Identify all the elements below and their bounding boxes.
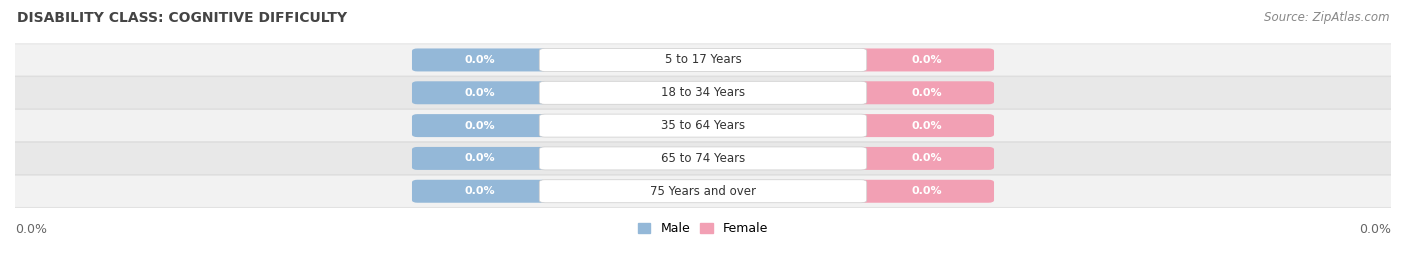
FancyBboxPatch shape xyxy=(540,147,866,170)
Text: 0.0%: 0.0% xyxy=(911,88,942,98)
Text: DISABILITY CLASS: COGNITIVE DIFFICULTY: DISABILITY CLASS: COGNITIVE DIFFICULTY xyxy=(17,11,347,25)
Text: 75 Years and over: 75 Years and over xyxy=(650,185,756,198)
Text: 0.0%: 0.0% xyxy=(464,55,495,65)
FancyBboxPatch shape xyxy=(412,147,547,170)
Text: 0.0%: 0.0% xyxy=(15,223,46,236)
Legend: Male, Female: Male, Female xyxy=(633,217,773,240)
FancyBboxPatch shape xyxy=(540,114,866,137)
Text: 5 to 17 Years: 5 to 17 Years xyxy=(665,54,741,66)
Text: 0.0%: 0.0% xyxy=(1360,223,1391,236)
FancyBboxPatch shape xyxy=(859,48,994,72)
Text: 0.0%: 0.0% xyxy=(911,186,942,196)
Text: 0.0%: 0.0% xyxy=(911,55,942,65)
Text: 0.0%: 0.0% xyxy=(911,153,942,164)
FancyBboxPatch shape xyxy=(3,77,1403,109)
FancyBboxPatch shape xyxy=(412,81,547,104)
FancyBboxPatch shape xyxy=(412,114,547,137)
FancyBboxPatch shape xyxy=(3,142,1403,175)
FancyBboxPatch shape xyxy=(412,48,547,72)
Text: 0.0%: 0.0% xyxy=(464,153,495,164)
FancyBboxPatch shape xyxy=(540,180,866,203)
Text: 35 to 64 Years: 35 to 64 Years xyxy=(661,119,745,132)
Text: 0.0%: 0.0% xyxy=(464,121,495,131)
FancyBboxPatch shape xyxy=(412,180,547,203)
FancyBboxPatch shape xyxy=(3,175,1403,207)
Text: 65 to 74 Years: 65 to 74 Years xyxy=(661,152,745,165)
FancyBboxPatch shape xyxy=(540,48,866,72)
FancyBboxPatch shape xyxy=(859,81,994,104)
FancyBboxPatch shape xyxy=(540,81,866,104)
Text: 0.0%: 0.0% xyxy=(464,88,495,98)
FancyBboxPatch shape xyxy=(3,109,1403,142)
Text: 0.0%: 0.0% xyxy=(911,121,942,131)
Text: 18 to 34 Years: 18 to 34 Years xyxy=(661,86,745,99)
Text: 0.0%: 0.0% xyxy=(464,186,495,196)
FancyBboxPatch shape xyxy=(859,180,994,203)
FancyBboxPatch shape xyxy=(859,147,994,170)
Text: Source: ZipAtlas.com: Source: ZipAtlas.com xyxy=(1264,11,1389,24)
FancyBboxPatch shape xyxy=(859,114,994,137)
FancyBboxPatch shape xyxy=(3,44,1403,76)
